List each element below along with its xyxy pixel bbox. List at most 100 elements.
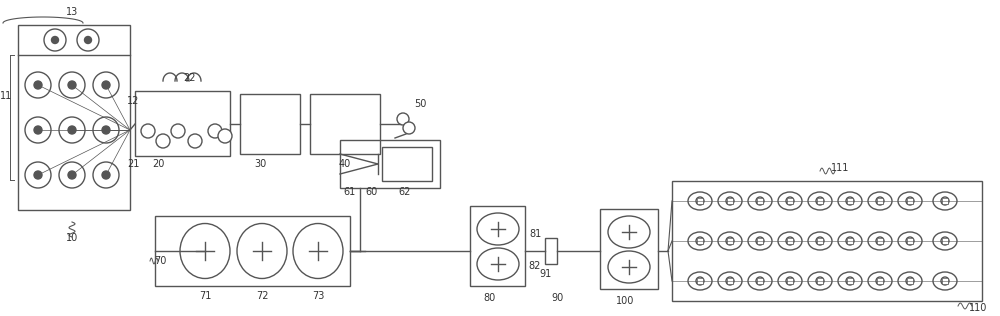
Circle shape [102, 171, 110, 179]
Ellipse shape [933, 272, 957, 290]
Text: 111: 111 [831, 163, 849, 173]
Circle shape [726, 237, 734, 245]
Text: 22: 22 [184, 73, 196, 83]
Text: 40: 40 [339, 159, 351, 169]
Circle shape [171, 124, 185, 138]
Text: 72: 72 [256, 291, 268, 301]
Circle shape [876, 197, 884, 205]
Text: 80: 80 [484, 293, 496, 303]
Ellipse shape [838, 192, 862, 210]
Bar [697, 238, 703, 244]
Bar [942, 238, 948, 244]
Ellipse shape [868, 272, 892, 290]
Text: 90: 90 [551, 293, 563, 303]
Ellipse shape [293, 223, 343, 278]
Text: 110: 110 [969, 303, 987, 313]
Text: 91: 91 [539, 269, 551, 279]
Ellipse shape [808, 232, 832, 250]
Circle shape [876, 237, 884, 245]
Bar [847, 198, 853, 204]
Bar [697, 278, 703, 284]
Ellipse shape [477, 213, 519, 245]
Circle shape [906, 277, 914, 285]
Circle shape [93, 117, 119, 143]
Text: 71: 71 [199, 291, 211, 301]
Bar [817, 278, 823, 284]
Ellipse shape [898, 192, 922, 210]
Circle shape [34, 81, 42, 89]
Ellipse shape [868, 192, 892, 210]
Circle shape [44, 29, 66, 51]
Bar [907, 238, 913, 244]
Text: 21: 21 [127, 159, 139, 169]
Bar [757, 278, 763, 284]
Ellipse shape [718, 192, 742, 210]
Text: 11: 11 [0, 91, 12, 101]
Bar [600, 209, 658, 289]
Circle shape [25, 117, 51, 143]
Ellipse shape [933, 192, 957, 210]
Ellipse shape [778, 192, 802, 210]
Ellipse shape [898, 272, 922, 290]
Circle shape [726, 197, 734, 205]
Ellipse shape [838, 232, 862, 250]
Circle shape [906, 237, 914, 245]
Bar [907, 198, 913, 204]
Circle shape [846, 277, 854, 285]
Circle shape [34, 171, 42, 179]
Circle shape [68, 81, 76, 89]
Bar [727, 198, 733, 204]
Bar [847, 278, 853, 284]
Bar [340, 140, 440, 188]
Bar [135, 91, 230, 156]
Circle shape [726, 277, 734, 285]
Circle shape [756, 237, 764, 245]
Bar [757, 198, 763, 204]
Circle shape [403, 122, 415, 134]
Circle shape [68, 126, 76, 134]
Circle shape [816, 277, 824, 285]
Text: 82: 82 [529, 261, 541, 271]
Circle shape [59, 117, 85, 143]
Circle shape [218, 129, 232, 143]
Ellipse shape [688, 272, 712, 290]
Bar [757, 238, 763, 244]
Bar [817, 198, 823, 204]
Ellipse shape [237, 223, 287, 278]
Text: 20: 20 [152, 159, 164, 169]
Circle shape [941, 237, 949, 245]
Text: 50: 50 [414, 99, 426, 109]
Circle shape [25, 162, 51, 188]
Circle shape [846, 197, 854, 205]
Ellipse shape [898, 232, 922, 250]
Bar [787, 238, 793, 244]
Ellipse shape [808, 192, 832, 210]
Text: 61: 61 [343, 187, 355, 197]
Circle shape [52, 37, 58, 44]
Ellipse shape [778, 232, 802, 250]
Ellipse shape [688, 232, 712, 250]
Bar [382, 147, 432, 181]
Circle shape [59, 162, 85, 188]
Ellipse shape [608, 216, 650, 248]
Bar [155, 216, 350, 286]
Bar [697, 198, 703, 204]
Circle shape [68, 171, 76, 179]
Bar [877, 238, 883, 244]
Circle shape [156, 134, 170, 148]
Circle shape [25, 72, 51, 98]
Bar [545, 238, 557, 264]
Circle shape [696, 277, 704, 285]
Text: 62: 62 [399, 187, 411, 197]
Bar [942, 278, 948, 284]
Ellipse shape [933, 232, 957, 250]
Circle shape [846, 237, 854, 245]
Bar [672, 181, 982, 301]
Bar [310, 94, 380, 154]
Circle shape [208, 124, 222, 138]
Circle shape [786, 197, 794, 205]
Circle shape [93, 72, 119, 98]
Bar [942, 198, 948, 204]
Ellipse shape [838, 272, 862, 290]
Circle shape [696, 237, 704, 245]
